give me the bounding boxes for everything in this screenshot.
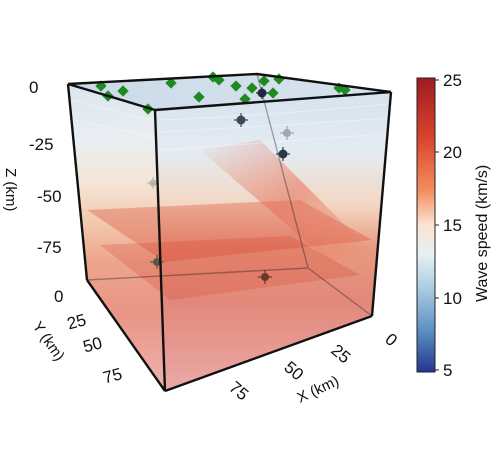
event-marker <box>256 87 268 99</box>
events <box>147 87 294 284</box>
z-tick-label: 0 <box>29 78 38 97</box>
top-face <box>68 74 391 110</box>
x-tick-label: 25 <box>327 341 354 368</box>
front-right-face <box>155 92 391 391</box>
texture-lines <box>71 99 391 151</box>
y-tick-label: 75 <box>101 364 124 387</box>
z-axis: 0 -25 -50 -75 Z (km) <box>2 78 62 257</box>
z-tick-label: -25 <box>29 135 54 154</box>
colorbar-tick-label: 10 <box>443 289 462 308</box>
volume-faces <box>68 74 391 391</box>
event-marker <box>150 255 164 269</box>
y-tick-label: 25 <box>65 310 88 333</box>
x-tick-label: 50 <box>280 358 307 385</box>
x-tick-label: 0 <box>381 330 400 351</box>
colorbar: 25 20 15 10 5 Wave speed (km/s) <box>416 71 491 380</box>
colorbar-tick-label: 25 <box>443 71 462 90</box>
z-axis-label: Z (km) <box>2 168 19 211</box>
y-axis-label: Y (km) <box>29 319 68 365</box>
colorbar-label: Wave speed (km/s) <box>474 165 491 302</box>
y-tick-label: 50 <box>81 333 104 356</box>
front-left-face <box>68 84 165 391</box>
colorbar-tick-label: 15 <box>443 216 462 235</box>
colorbar-tick-label: 5 <box>443 361 452 380</box>
x-axis-label: X (km) <box>295 373 342 407</box>
deep-band <box>100 236 360 300</box>
event-marker <box>234 113 248 127</box>
event-marker <box>258 270 272 284</box>
event-marker <box>280 126 294 140</box>
z-tick-label: -75 <box>37 238 62 257</box>
colorbar-gradient <box>416 77 436 373</box>
hidden-edges <box>86 73 373 317</box>
y-tick-label: 0 <box>54 287 63 306</box>
z-tick-label: -50 <box>37 187 62 206</box>
colorbar-ticks <box>435 79 439 371</box>
box-edges <box>66 72 393 393</box>
event-marker <box>276 147 290 161</box>
colorbar-tick-label: 20 <box>443 143 462 162</box>
x-tick-label: 75 <box>225 378 252 405</box>
slab-anomaly <box>200 140 370 262</box>
